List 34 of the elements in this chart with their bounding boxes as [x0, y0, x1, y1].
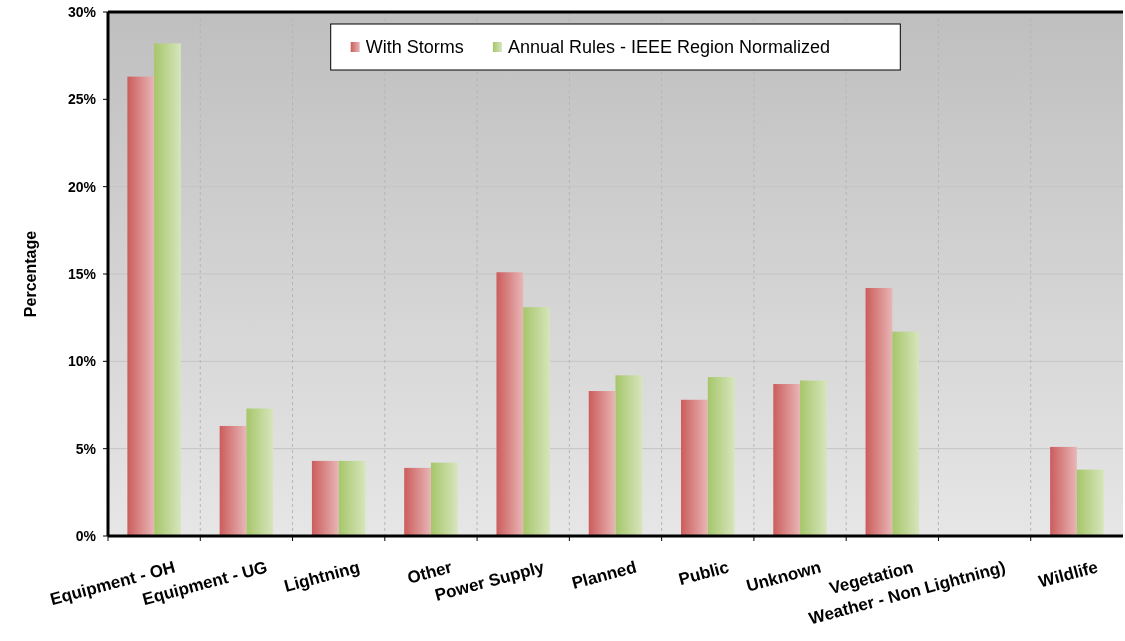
y-tick-label: 15%: [67, 265, 97, 282]
legend-label: Annual Rules - IEEE Region Normalized: [507, 37, 831, 57]
bar: [496, 272, 524, 536]
x-tick-label: Wildlife: [1036, 557, 1100, 592]
bar: [681, 399, 708, 536]
bar: [430, 462, 458, 536]
bar: [311, 460, 339, 536]
bar: [773, 384, 801, 536]
y-tick-label: 5%: [75, 440, 97, 457]
bar: [127, 76, 155, 536]
bar: [800, 380, 827, 536]
bar: [892, 331, 920, 536]
y-tick-label: 20%: [67, 178, 97, 195]
x-tick-label: Public: [676, 557, 731, 590]
y-tick-label: 10%: [67, 353, 97, 370]
x-tick-label: Lightning: [282, 557, 362, 596]
bar: [615, 375, 643, 536]
x-tick-label: Unknown: [744, 557, 824, 596]
bar: [865, 287, 893, 536]
bar: [523, 307, 550, 536]
y-tick-label: 30%: [67, 3, 97, 20]
bar: [154, 43, 181, 536]
bar: [338, 460, 366, 536]
y-tick-label: 25%: [67, 91, 97, 108]
bar: [707, 377, 735, 536]
bar: [246, 408, 274, 536]
bar: [1076, 469, 1104, 536]
bar: [1050, 446, 1077, 536]
bar: [219, 425, 247, 536]
y-tick-label: 0%: [75, 527, 97, 544]
legend-label: With Storms: [365, 37, 464, 57]
y-axis-title: Percentage: [22, 230, 39, 318]
bar: [404, 467, 431, 536]
bar: [588, 391, 616, 536]
